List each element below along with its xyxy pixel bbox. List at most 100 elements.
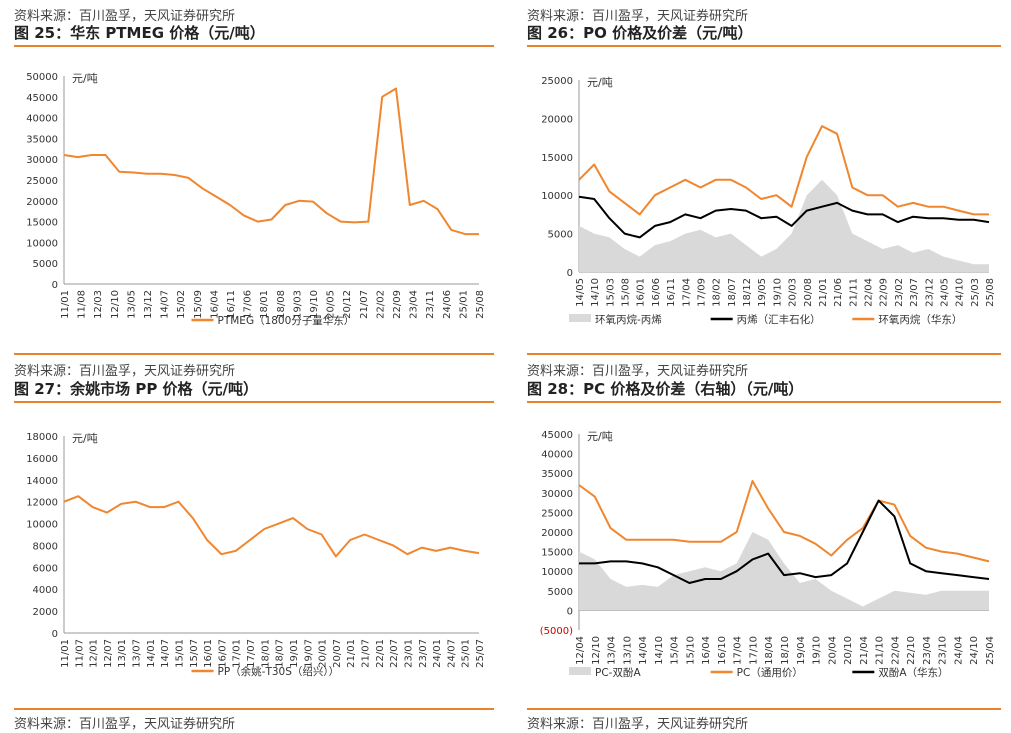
y-tick-label: 4000 <box>33 585 58 596</box>
x-tick-label: 19/05 <box>757 278 768 307</box>
y-tick-label: 10000 <box>26 238 58 249</box>
x-tick-label: 13/12 <box>143 290 154 319</box>
y-tick-label: 10000 <box>26 520 58 531</box>
x-tick-label: 25/01 <box>458 290 469 319</box>
x-tick-label: 17/04 <box>681 278 692 307</box>
y-tick-label: 14000 <box>26 476 58 487</box>
y-tick-label: 5000 <box>33 259 58 270</box>
section-rule <box>14 353 494 355</box>
y-tick-label: 2000 <box>33 607 58 618</box>
x-tick-label: 14/04 <box>638 636 649 665</box>
x-tick-label: 13/07 <box>132 639 143 668</box>
x-tick-label: 15/10 <box>685 636 696 665</box>
x-tick-label: 19/10 <box>772 278 783 307</box>
x-tick-label: 19/03 <box>292 290 303 319</box>
x-tick-label: 22/10 <box>906 636 917 665</box>
legend-label: 丙烯（汇丰石化） <box>737 313 821 326</box>
x-tick-label: 12/10 <box>110 290 121 319</box>
source-note: 资料来源：百川盈孚，天风证券研究所 <box>14 364 236 379</box>
x-tick-label: 19/10 <box>309 290 320 319</box>
series-area <box>579 532 989 611</box>
x-tick-label: 16/07 <box>217 639 228 668</box>
title-rule <box>527 401 1001 403</box>
x-tick-label: 23/04 <box>922 636 933 665</box>
legend-label: PC-双酚A <box>595 667 641 679</box>
x-tick-label: 20/08 <box>803 278 814 307</box>
legend-label: PP（余姚-T30S（绍兴）） <box>218 665 340 678</box>
x-tick-label: 21/07 <box>359 290 370 319</box>
series-line <box>578 125 989 216</box>
y-tick-label: 40000 <box>26 114 58 125</box>
x-tick-label: 16/04 <box>209 290 220 319</box>
x-tick-label: 21/04 <box>859 636 870 665</box>
x-tick-label: 25/01 <box>461 639 472 668</box>
ptmeg-price-chart: 5000045000400003500030000250002000015000… <box>26 72 486 327</box>
x-tick-label: 23/10 <box>938 636 949 665</box>
y-tick-label: 15000 <box>26 218 58 229</box>
x-tick-label: 24/10 <box>955 278 966 307</box>
title-rule <box>14 45 494 47</box>
x-tick-label: 15/01 <box>174 639 185 668</box>
x-tick-label: 16/11 <box>226 290 237 319</box>
source-note: 资料来源：百川盈孚，天风证券研究所 <box>14 717 236 732</box>
x-tick-label: 24/06 <box>442 290 453 319</box>
y-tick-label: 15000 <box>541 548 573 559</box>
x-tick-label: 18/04 <box>764 636 775 665</box>
x-tick-label: 18/12 <box>742 278 753 307</box>
x-tick-label: 19/10 <box>812 636 823 665</box>
y-tick-label: 50000 <box>26 72 58 83</box>
x-tick-label: 25/08 <box>475 290 486 319</box>
x-tick-label: 25/03 <box>970 278 981 307</box>
x-tick-label: 18/07 <box>275 639 286 668</box>
x-tick-label: 17/07 <box>246 639 257 668</box>
x-tick-label: 23/11 <box>425 290 436 319</box>
x-tick-label: 22/04 <box>864 278 875 307</box>
x-tick-label: 14/07 <box>160 290 171 319</box>
x-tick-label: 14/10 <box>654 636 665 665</box>
source-note: 资料来源：百川盈孚，天风证券研究所 <box>527 717 749 732</box>
y-tick-label: 35000 <box>541 469 573 480</box>
title-rule <box>527 45 1001 47</box>
x-tick-label: 24/04 <box>953 636 964 665</box>
x-tick-label: 17/01 <box>232 639 243 668</box>
section-rule <box>527 353 1001 355</box>
source-note: 资料来源：百川盈孚，天风证券研究所 <box>527 364 749 379</box>
x-tick-label: 19/04 <box>796 636 807 665</box>
y-tick-label: 35000 <box>26 134 58 145</box>
x-tick-label: 18/10 <box>780 636 791 665</box>
legend-label: 环氧丙烷（华东） <box>878 313 962 326</box>
x-tick-label: 19/07 <box>303 639 314 668</box>
x-tick-label: 17/04 <box>733 636 744 665</box>
x-tick-label: 20/04 <box>827 636 838 665</box>
x-tick-label: 23/02 <box>894 278 905 307</box>
x-tick-label: 15/09 <box>193 290 204 319</box>
x-tick-label: 22/09 <box>392 290 403 319</box>
x-tick-label: 21/10 <box>875 636 886 665</box>
x-tick-label: 15/07 <box>189 639 200 668</box>
y-tick-label: 40000 <box>541 450 573 461</box>
x-tick-label: 15/03 <box>605 278 616 307</box>
series-area <box>579 179 989 272</box>
x-tick-label: 12/10 <box>591 636 602 665</box>
x-tick-label: 17/06 <box>243 290 254 319</box>
y-tick-label: 0 <box>52 280 58 291</box>
x-tick-label: 23/07 <box>418 639 429 668</box>
y-tick-label: 20000 <box>26 197 58 208</box>
section-rule <box>527 708 1001 710</box>
y-tick-label: 20000 <box>541 528 573 539</box>
y-tick-label: 30000 <box>26 155 58 166</box>
series-line <box>578 480 990 563</box>
series-line <box>579 499 990 584</box>
figure-title: 图 25：华东 PTMEG 价格（元/吨） <box>14 24 265 42</box>
x-tick-label: 23/07 <box>909 278 920 307</box>
x-tick-label: 12/04 <box>575 636 586 665</box>
x-tick-label: 13/10 <box>622 636 633 665</box>
legend-label: 双酚A（华东） <box>878 666 948 679</box>
x-tick-label: 20/12 <box>342 290 353 319</box>
legend-swatch <box>569 314 591 322</box>
source-note: 资料来源：百川盈孚，天风证券研究所 <box>14 9 236 24</box>
y-tick-label: 25000 <box>26 176 58 187</box>
y-tick-label: 6000 <box>33 563 58 574</box>
y-tick-label: (5000) <box>540 626 573 637</box>
x-tick-label: 23/04 <box>409 290 420 319</box>
